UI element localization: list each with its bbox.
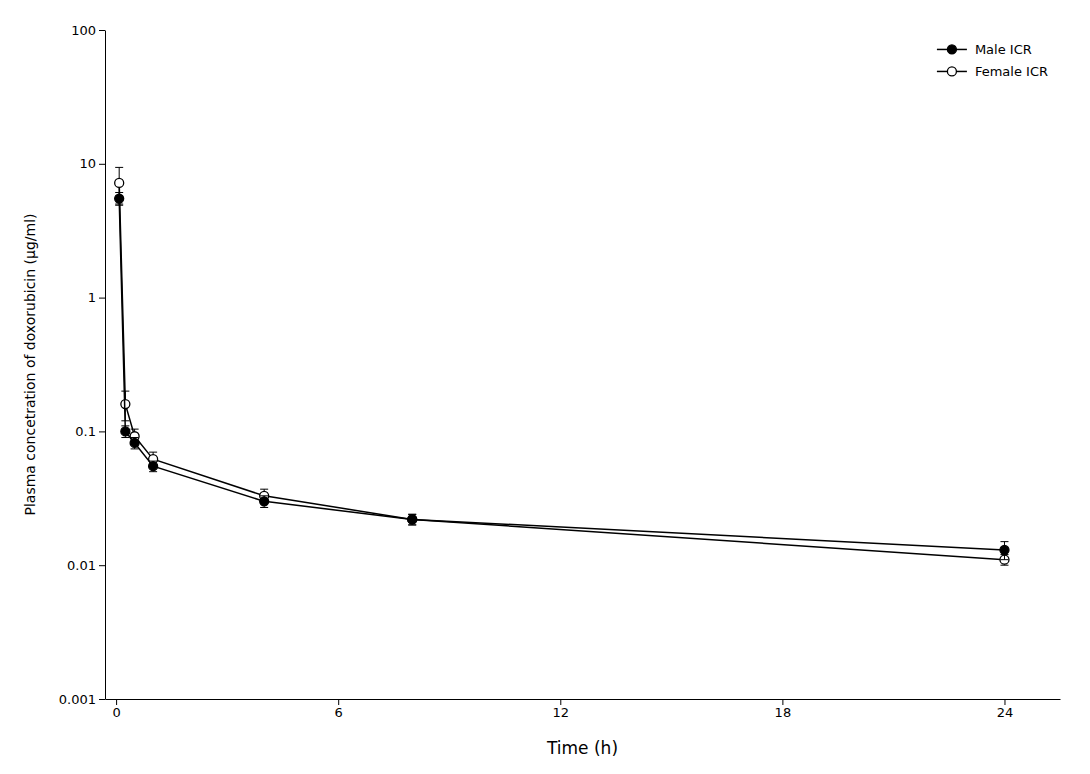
- tick-label: 18: [775, 705, 792, 720]
- tick-mark: [99, 30, 105, 31]
- point: [130, 438, 139, 447]
- error-bar: [115, 167, 123, 204]
- tick-mark: [99, 565, 105, 566]
- tick-label: 100: [71, 23, 96, 38]
- data: [115, 167, 1009, 565]
- y-axis: 0.001 0.01 0.1 1 10 100: [59, 23, 106, 707]
- legend-marker: [947, 45, 956, 54]
- line: [119, 199, 1004, 550]
- tick-mark: [338, 699, 339, 705]
- chart: 0 6 12 18 24 0.001 0.01 0.1 1 10 100 Time (h) Plasma…: [0, 0, 1090, 774]
- tick-mark: [99, 699, 105, 700]
- point: [260, 497, 269, 506]
- series: [115, 193, 1009, 560]
- legend-item: Male ICR: [937, 42, 1032, 57]
- tick: 0.1: [75, 424, 105, 439]
- tick-label: 10: [79, 156, 96, 171]
- legend-label: Male ICR: [975, 42, 1032, 57]
- x-axis-title: Time (h): [546, 738, 618, 758]
- tick: 6: [335, 699, 343, 720]
- tick: 10: [79, 156, 105, 171]
- tick-label: 0.01: [67, 558, 96, 573]
- line: [119, 183, 1004, 560]
- legend-item: Female ICR: [937, 64, 1048, 79]
- error-bar: [408, 514, 416, 525]
- error-bar: [1000, 542, 1008, 560]
- tick-label: 12: [553, 705, 570, 720]
- tick-mark: [99, 164, 105, 165]
- tick-label: 0: [112, 705, 120, 720]
- tick-label: 0.001: [59, 692, 96, 707]
- legend-marker: [947, 67, 956, 76]
- tick-label: 1: [88, 290, 96, 305]
- tick: 0.01: [67, 558, 105, 573]
- tick-mark: [782, 699, 783, 705]
- tick: 0.001: [59, 692, 105, 707]
- axis-line: [106, 699, 1061, 700]
- tick-label: 0.1: [75, 424, 96, 439]
- tick-mark: [560, 699, 561, 705]
- tick-mark: [1004, 699, 1005, 705]
- legend-label: Female ICR: [975, 64, 1048, 79]
- point: [1000, 545, 1009, 554]
- tick: 1: [88, 290, 105, 305]
- point: [149, 462, 158, 471]
- legend: Male ICR Female ICR: [937, 42, 1048, 79]
- tick: 24: [997, 699, 1014, 720]
- tick: 18: [775, 699, 792, 720]
- tick: 0: [112, 699, 120, 720]
- error-bar: [408, 514, 416, 525]
- tick: 12: [553, 699, 570, 720]
- tick-label: 6: [335, 705, 343, 720]
- point: [121, 427, 130, 436]
- error-bar: [131, 438, 139, 449]
- x-axis: 0 6 12 18 24: [106, 699, 1061, 720]
- error-bar: [260, 496, 268, 508]
- tick-mark: [99, 431, 105, 432]
- error-bar: [121, 426, 129, 438]
- tick-label: 24: [997, 705, 1014, 720]
- point: [115, 178, 124, 187]
- tick-mark: [99, 298, 105, 299]
- point: [408, 515, 417, 524]
- tick-mark: [116, 699, 117, 705]
- y-axis-title: Plasma concetration of doxorubicin (μg/m…: [22, 213, 38, 515]
- error-bar: [115, 193, 123, 206]
- point: [115, 194, 124, 203]
- axis-line: [105, 31, 106, 700]
- point: [408, 515, 417, 524]
- error-bar: [149, 461, 157, 472]
- plot: 0 6 12 18 24 0.001 0.01 0.1 1 10 100 Time (h) Plasma…: [22, 23, 1061, 758]
- series: [115, 167, 1009, 565]
- tick: 100: [71, 23, 105, 38]
